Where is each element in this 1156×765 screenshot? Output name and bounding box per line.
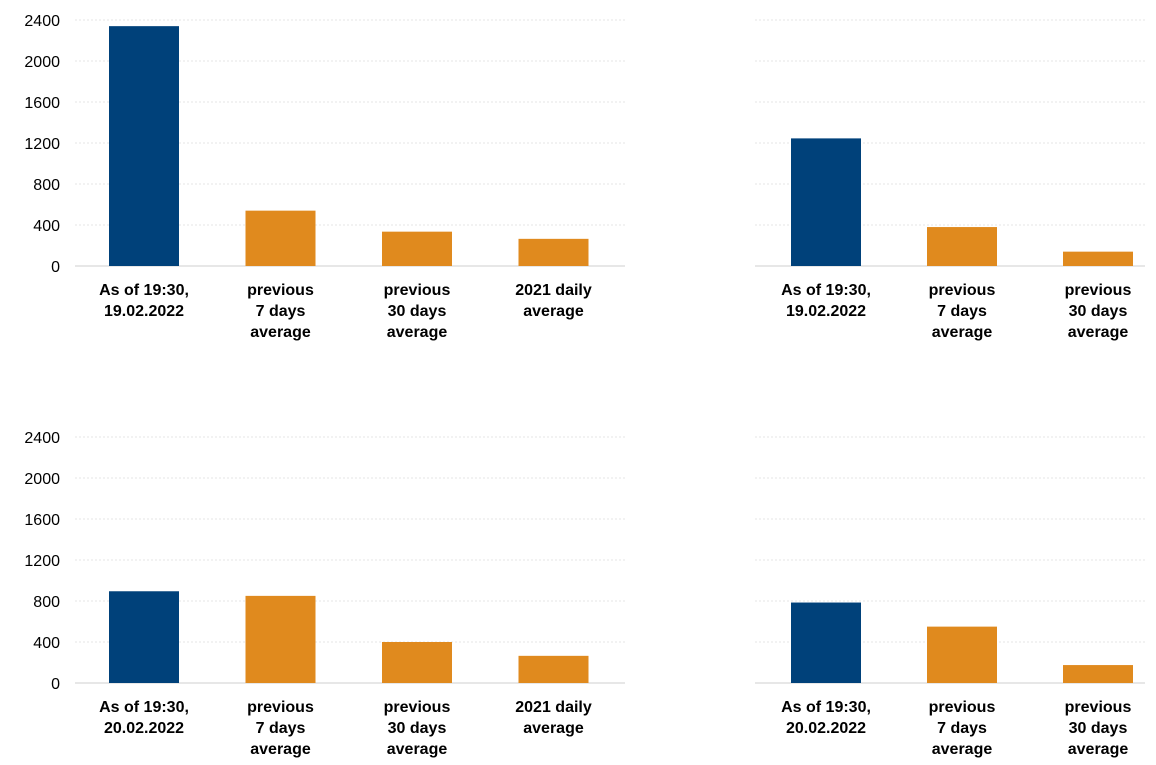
y-tick-label: 0	[51, 259, 60, 276]
x-category-label-line: previous	[384, 282, 451, 299]
bar	[927, 227, 997, 266]
bar	[382, 231, 452, 266]
y-tick-label: 1600	[24, 95, 60, 112]
x-category-label: previous 30 days average	[384, 282, 451, 341]
y-tick-label: 1200	[24, 553, 60, 570]
x-category-label-line: As of 19:30,	[781, 699, 871, 716]
x-category-label-line: previous	[929, 282, 996, 299]
y-tick-label: 400	[33, 218, 60, 235]
x-category-label-line: 7 days	[937, 720, 987, 737]
x-category-label-line: average	[932, 741, 993, 758]
x-category-label: previous 30 days average	[1065, 282, 1132, 341]
chart-panel-2: As of 19:30, 19.02.2022 previous 7 days aver…	[755, 19, 1145, 341]
bar	[109, 591, 179, 683]
x-category-label-line: 19.02.2022	[104, 303, 184, 320]
x-category-label-line: average	[387, 324, 448, 341]
y-tick-label: 2400	[24, 13, 60, 30]
x-category-label-line: 30 days	[388, 720, 447, 737]
y-tick-label: 2000	[24, 54, 60, 71]
x-category-label-line: average	[523, 720, 584, 737]
x-category-label-line: 30 days	[388, 303, 447, 320]
bar	[518, 655, 589, 683]
x-category-label: As of 19:30, 20.02.2022	[99, 699, 189, 737]
x-category-label-line: previous	[247, 282, 314, 299]
y-tick-label: 2400	[24, 430, 60, 447]
x-category-label-line: As of 19:30,	[99, 699, 189, 716]
x-category-label-line: average	[387, 741, 448, 758]
x-category-label-line: average	[523, 303, 584, 320]
x-category-label-line: previous	[247, 699, 314, 716]
x-category-label-line: previous	[1065, 699, 1132, 716]
x-category-label: As of 19:30, 20.02.2022	[781, 699, 871, 737]
x-category-label-line: As of 19:30,	[99, 282, 189, 299]
bar	[245, 210, 316, 266]
x-category-label: 2021 daily average	[515, 282, 592, 320]
x-category-label-line: 20.02.2022	[786, 720, 866, 737]
chart-panel-4: As of 19:30, 20.02.2022 previous 7 days aver…	[755, 436, 1145, 758]
bar	[927, 626, 997, 683]
bar	[791, 602, 861, 683]
bar	[245, 595, 316, 683]
bar	[109, 26, 179, 267]
x-category-label-line: 7 days	[937, 303, 987, 320]
x-category-label-line: 2021 daily	[515, 699, 592, 716]
x-category-label: previous 7 days average	[929, 282, 996, 341]
bar	[1063, 665, 1133, 683]
bar	[382, 642, 452, 683]
x-category-label-line: average	[250, 324, 311, 341]
x-category-label-line: average	[932, 324, 993, 341]
chart-panel-1: 0 400 800 1200 1600 2000 2400 As of 19:30, 19.02…	[24, 13, 625, 341]
x-category-label: previous 30 days average	[384, 699, 451, 758]
x-category-label-line: previous	[1065, 282, 1132, 299]
x-category-label-line: 19.02.2022	[786, 303, 866, 320]
x-category-label-line: previous	[384, 699, 451, 716]
x-category-label: previous 7 days average	[247, 699, 314, 758]
x-category-label: previous 30 days average	[1065, 699, 1132, 758]
y-tick-label: 1200	[24, 136, 60, 153]
y-tick-label: 800	[33, 594, 60, 611]
x-category-label-line: average	[1068, 741, 1129, 758]
bar	[518, 238, 589, 266]
y-tick-label: 0	[51, 676, 60, 693]
x-category-label: As of 19:30, 19.02.2022	[99, 282, 189, 320]
x-category-label-line: 7 days	[256, 720, 306, 737]
x-category-label-line: 20.02.2022	[104, 720, 184, 737]
x-category-label-line: 30 days	[1069, 720, 1128, 737]
x-category-label-line: 2021 daily	[515, 282, 592, 299]
y-tick-label: 800	[33, 177, 60, 194]
y-tick-label: 1600	[24, 512, 60, 529]
x-category-label-line: average	[1068, 324, 1129, 341]
x-category-label-line: 30 days	[1069, 303, 1128, 320]
bar	[1063, 251, 1133, 266]
x-category-label-line: average	[250, 741, 311, 758]
bar	[791, 138, 861, 266]
x-category-label: previous 7 days average	[247, 282, 314, 341]
x-category-label: As of 19:30, 19.02.2022	[781, 282, 871, 320]
x-category-label-line: previous	[929, 699, 996, 716]
x-category-label: previous 7 days average	[929, 699, 996, 758]
y-tick-label: 2000	[24, 471, 60, 488]
chart-panel-3: 0 400 800 1200 1600 2000 2400 As of 19:30, 20.02…	[24, 430, 625, 758]
x-category-label: 2021 daily average	[515, 699, 592, 737]
x-category-label-line: 7 days	[256, 303, 306, 320]
x-category-label-line: As of 19:30,	[781, 282, 871, 299]
y-tick-label: 400	[33, 635, 60, 652]
